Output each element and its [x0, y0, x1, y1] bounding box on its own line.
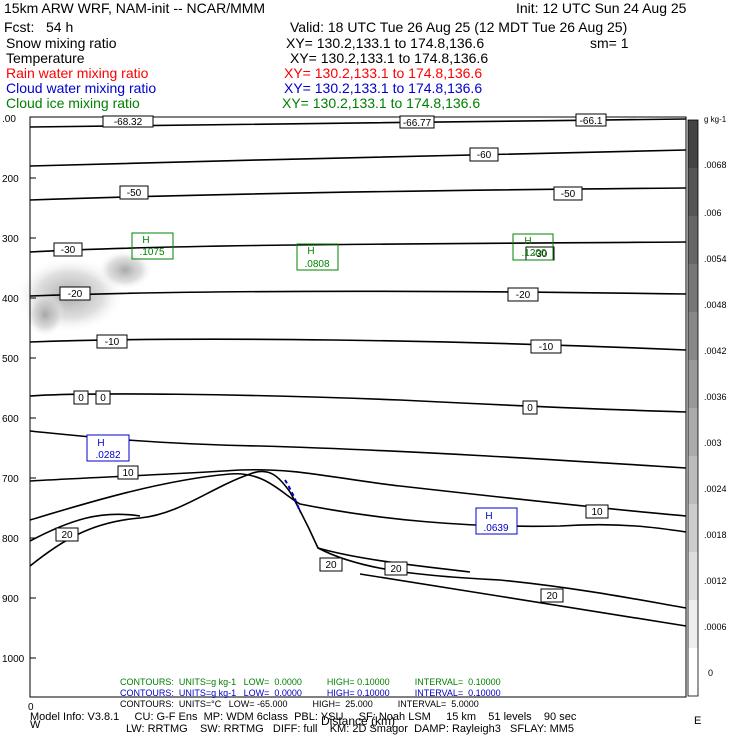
isotherm-label-10: -10 — [105, 337, 120, 348]
high-marker-ice-1: H .1075 — [131, 232, 174, 260]
model-title: 15km ARW WRF, NAM-init -- NCAR/MMM — [4, 0, 266, 16]
svg-text:.1075: .1075 — [139, 247, 164, 258]
colorbar-label-4: .0042 — [704, 346, 727, 356]
high-marker-ice-3: H .1200 — [512, 233, 554, 261]
isotherm-label-0: -66.77 — [403, 118, 432, 129]
field-xy-cloudice: XY= 130.2,133.1 to 174.8,136.6 — [282, 95, 481, 111]
colorbar-labels: g kg-1 .0068 .006 .0054 .0048 .0042 .003… — [704, 115, 727, 678]
colorbar-label-9: .0012 — [704, 576, 727, 586]
isotherm-label-13: 0 — [100, 393, 106, 404]
svg-text:H: H — [97, 438, 104, 449]
svg-text:H: H — [524, 236, 531, 247]
east-letter: E — [694, 715, 702, 727]
isotherm-label-5: -50 — [561, 189, 576, 200]
svg-text:.1200: .1200 — [521, 248, 546, 259]
field-xy-rain: XY= 130.2,133.1 to 174.8,136.6 — [284, 65, 483, 81]
high-marker-water-2: H .0639 — [475, 507, 518, 535]
colorbar-label-11: 0 — [708, 668, 713, 678]
contour-info-ice: CONTOURS: UNITS=g kg-1 LOW= 0.0000 HIGH=… — [120, 677, 501, 687]
field-name-cloudice: Cloud ice mixing ratio — [6, 95, 140, 111]
field-xy-cloudwater: XY= 130.2,133.1 to 174.8,136.6 — [284, 80, 483, 96]
isotherm-label-20: 20 — [546, 591, 558, 602]
colorbar — [687, 119, 699, 697]
colorbar-label-7: .0024 — [704, 484, 727, 494]
colorbar-label-1: .006 — [704, 208, 722, 218]
physics-info: LW: RRTMG SW: RRTMG DIFF: full KM: 2D Sm… — [126, 723, 575, 735]
isotherm-label-1: -66.1 — [580, 116, 603, 127]
y-tick-700: 700 — [2, 474, 19, 485]
isotherm-label-2: -68.32 — [114, 117, 143, 128]
svg-text:.0282: .0282 — [95, 450, 120, 461]
isotherm-label-9: -20 — [516, 290, 531, 301]
isotherm-label-7: -30 — [533, 249, 548, 260]
y-tick-400: 400 — [2, 294, 19, 305]
isotherm-label-12: 0 — [78, 393, 84, 404]
field-smooth: sm= 1 — [590, 35, 629, 51]
y-tick-marks — [30, 177, 36, 659]
isotherm-label-18: 20 — [325, 560, 337, 571]
isotherm-label-3: -60 — [477, 150, 492, 161]
y-tick-200: 200 — [2, 174, 19, 185]
west-letter: W — [30, 719, 41, 731]
colorbar-label-10: .0006 — [704, 622, 727, 632]
y-tick-800: 800 — [2, 534, 19, 545]
svg-text:H: H — [485, 511, 492, 522]
high-marker-water-1: H .0282 — [86, 434, 130, 462]
plot-frame — [29, 116, 687, 698]
field-name-cloudwater: Cloud water mixing ratio — [6, 80, 157, 96]
colorbar-label-2: .0054 — [704, 254, 727, 264]
y-axis-ticks: .00 200 300 400 500 600 700 800 900 1000 — [2, 114, 25, 665]
colorbar-label-3: .0048 — [704, 300, 727, 310]
isotherm-label-14: 0 — [527, 403, 533, 414]
model-info: Model Info: V3.8.1 CU: G-F Ens MP: WDM 6… — [30, 711, 577, 723]
isotherm-labels: -66.77 -66.1 -68.32 -60 -50 -50 -30 -30 … — [53, 113, 609, 603]
colorbar-unit: g kg-1 — [704, 115, 727, 124]
isotherm-label-8: -20 — [68, 289, 83, 300]
cloud-water-contour — [284, 479, 301, 513]
field-name-snow: Snow mixing ratio — [6, 35, 117, 51]
svg-text:.0808: .0808 — [304, 259, 329, 270]
colorbar-label-8: .0018 — [704, 530, 727, 540]
y-tick-1000: 1000 — [2, 654, 25, 665]
isotherm-label-19: 20 — [390, 564, 402, 575]
svg-text:.0639: .0639 — [483, 523, 508, 534]
valid-time: Valid: 18 UTC Tue 26 Aug 25 (12 MDT Tue … — [290, 19, 628, 35]
isotherm-label-15: 10 — [122, 468, 134, 479]
y-tick-900: 900 — [2, 594, 19, 605]
svg-text:H: H — [142, 235, 149, 246]
x-axis-label: Distance (km) — [321, 714, 395, 728]
x-tick-0: 0 — [28, 702, 34, 713]
isotherm-label-4: -50 — [127, 188, 142, 199]
init-time: Init: 12 UTC Sun 24 Aug 25 — [516, 0, 687, 16]
contour-info-water: CONTOURS: UNITS=g kg-1 LOW= 0.0000 HIGH=… — [120, 688, 501, 698]
y-tick-300: 300 — [2, 234, 19, 245]
field-name-temp: Temperature — [6, 50, 85, 66]
high-marker-ice-2: H .0808 — [296, 243, 339, 271]
colorbar-label-0: .0068 — [704, 160, 727, 170]
svg-text:H: H — [307, 246, 314, 257]
colorbar-label-5: .0036 — [704, 392, 727, 402]
y-tick-500: 500 — [2, 354, 19, 365]
field-xy-temp: XY= 130.2,133.1 to 174.8,136.6 — [290, 50, 489, 66]
y-tick-100: .00 — [2, 114, 16, 125]
isotherm-label-11: -10 — [539, 342, 554, 353]
isotherm-label-17: 20 — [61, 530, 73, 541]
field-xy-snow: XY= 130.2,133.1 to 174.8,136.6 — [286, 35, 485, 51]
contour-info-temp: CONTOURS: UNITS=°C LOW= -65.000 HIGH= 25… — [120, 699, 479, 709]
isotherm-label-16: 10 — [591, 507, 603, 518]
high-markers: H .1075 H .0808 H .1200 H .0282 H .0639 — [86, 232, 554, 535]
forecast-hour: Fcst: 54 h — [4, 19, 74, 35]
field-name-rain: Rain water mixing ratio — [6, 65, 149, 81]
colorbar-label-6: .003 — [704, 438, 722, 448]
isotherm-label-6: -30 — [61, 245, 76, 256]
y-tick-600: 600 — [2, 414, 19, 425]
